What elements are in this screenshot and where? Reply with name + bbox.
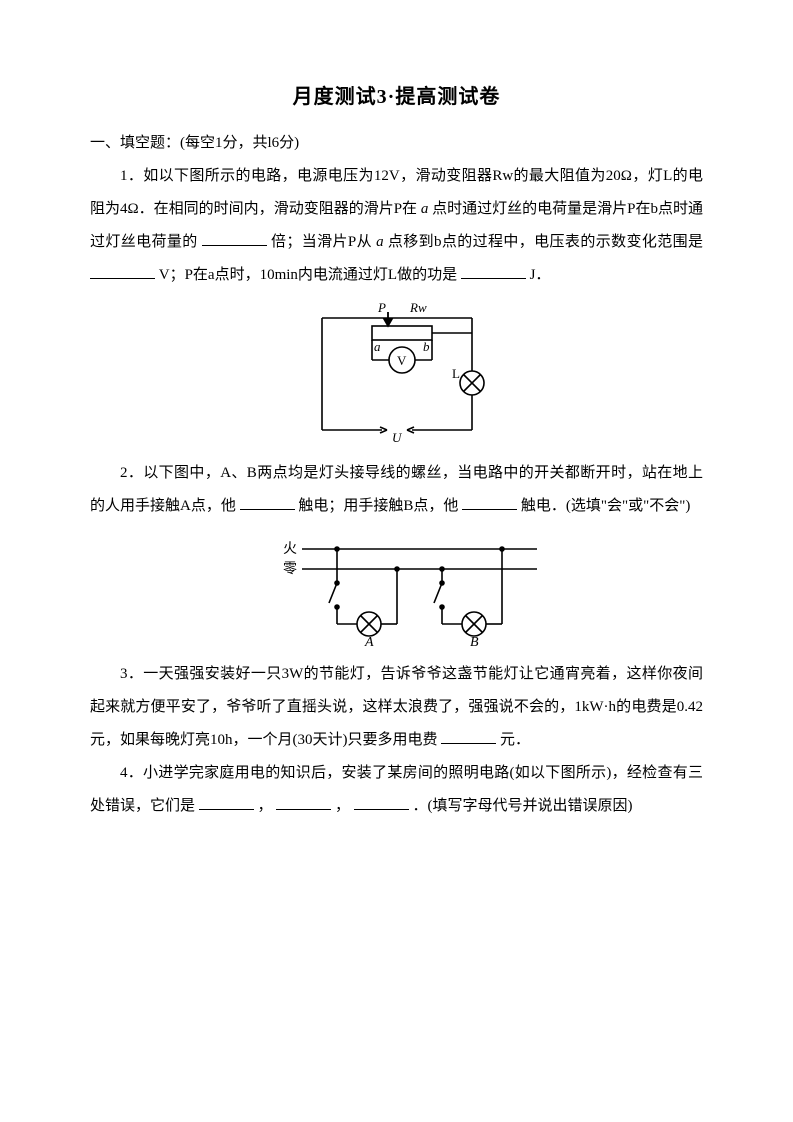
q4-blank-2[interactable]	[276, 795, 331, 810]
question-4: 4．小进学完家庭用电的知识后，安装了某房间的照明电路(如以下图所示)，经检查有三…	[90, 757, 703, 823]
q2-blank-1[interactable]	[240, 495, 295, 510]
exam-page: 月度测试3·提高测试卷 一、填空题：(每空1分，共l6分) 1．如以下图所示的电…	[0, 0, 793, 883]
q1-a-1: a	[421, 201, 429, 217]
figure-1: P Rw a b V L U	[90, 298, 703, 453]
question-2: 2．以下图中，A、B两点均是灯头接导线的螺丝，当电路中的开关都断开时，站在地上的…	[90, 457, 703, 523]
section-1-header: 一、填空题：(每空1分，共l6分)	[90, 131, 703, 152]
q1-text-6: J．	[530, 267, 551, 283]
q4-text-2: ．(填写字母代号并说出错误原因)	[413, 798, 633, 814]
q1-blank-1[interactable]	[202, 231, 267, 246]
fig1-label-b: b	[423, 339, 430, 354]
q2-text-3: 触电．(选填"会"或"不会")	[521, 498, 690, 514]
q1-text-4: 点移到b点的过程中，电压表的示数变化范围是	[388, 234, 703, 250]
page-title: 月度测试3·提高测试卷	[90, 80, 703, 109]
question-1: 1．如以下图所示的电路，电源电压为12V，滑动变阻器Rw的最大阻值为20Ω，灯L…	[90, 160, 703, 292]
fig1-label-v: V	[397, 353, 407, 368]
fig1-label-u: U	[392, 430, 403, 445]
q4-sep-1: ，	[258, 798, 273, 814]
q1-text-5: V；P在a点时，10min内电流通过灯L做的功是	[159, 267, 457, 283]
fig2-label-a: A	[364, 635, 374, 649]
q1-a-2: a	[376, 234, 384, 250]
fig1-label-l: L	[452, 366, 460, 381]
fig1-label-rw: Rw	[409, 300, 427, 315]
q4-blank-3[interactable]	[354, 795, 409, 810]
q3-text-1: 3．一天强强安装好一只3W的节能灯，告诉爷爷这盏节能灯让它通宵亮着，这样你夜间起…	[90, 666, 703, 748]
circuit-diagram-1: P Rw a b V L U	[292, 298, 502, 448]
q1-text-3: 倍；当滑片P从	[271, 234, 372, 250]
question-3: 3．一天强强安装好一只3W的节能灯，告诉爷爷这盏节能灯让它通宵亮着，这样你夜间起…	[90, 658, 703, 757]
q3-text-2: 元．	[500, 732, 530, 748]
figure-2: 火 零 A B	[90, 529, 703, 654]
q2-blank-2[interactable]	[462, 495, 517, 510]
q4-blank-1[interactable]	[199, 795, 254, 810]
fig2-label-b: B	[470, 635, 479, 649]
fig2-label-live: 火	[283, 542, 297, 557]
q1-blank-2[interactable]	[90, 264, 155, 279]
circuit-diagram-2: 火 零 A B	[247, 529, 547, 649]
q3-blank-1[interactable]	[441, 729, 496, 744]
fig2-label-neutral: 零	[283, 561, 297, 577]
q2-text-2: 触电；用手接触B点，他	[298, 498, 458, 514]
q4-sep-2: ，	[335, 798, 350, 814]
q1-blank-3[interactable]	[461, 264, 526, 279]
fig1-label-a: a	[374, 339, 381, 354]
fig1-label-p: P	[377, 300, 386, 315]
